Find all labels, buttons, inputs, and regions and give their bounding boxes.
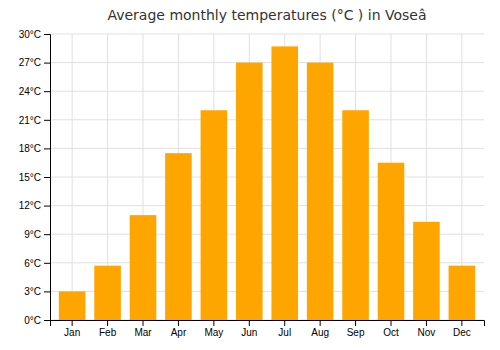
x-tick-mark: [143, 320, 144, 326]
bar: [236, 63, 263, 320]
x-tick-label: Feb: [99, 327, 117, 338]
x-tick-mark: [391, 320, 392, 326]
y-tick: 21°C: [19, 115, 50, 126]
x-tick: Oct: [383, 320, 399, 338]
y-tick: 3°C: [24, 286, 50, 297]
x-tick-mark: [249, 320, 250, 326]
x-tick-mark: [320, 320, 321, 326]
x-tick: Aug: [311, 320, 329, 338]
x-tick-label: Sep: [347, 327, 365, 338]
x-tick-label: Jan: [64, 327, 80, 338]
x-tick: Mar: [134, 320, 152, 338]
x-tick-label: Dec: [453, 327, 471, 338]
x-tick: Sep: [347, 320, 365, 338]
bar: [271, 46, 298, 320]
x-axis: Jan Feb Mar Apr May Jun Jul Aug Sep Oct Nov Dec: [51, 320, 485, 338]
grid-line-y: [50, 177, 484, 178]
y-tick-label: 30°C: [19, 29, 41, 40]
y-tick: 24°C: [19, 86, 50, 97]
bar: [413, 222, 440, 320]
y-tick-mark: [44, 120, 50, 121]
plot-area: [59, 46, 475, 320]
y-tick-label: 12°C: [19, 200, 41, 211]
x-tick-mark: [355, 320, 356, 326]
x-tick: Nov: [418, 320, 436, 338]
y-tick: 0°C: [24, 315, 50, 326]
grid-line-y: [50, 205, 484, 206]
title: Average monthly temperatures (°C ) in Vo…: [107, 7, 426, 23]
y-tick-mark: [44, 263, 50, 264]
y-tick-mark: [44, 63, 50, 64]
y-tick-label: 6°C: [24, 258, 41, 269]
y-tick-mark: [44, 320, 50, 321]
bar: [165, 153, 192, 320]
x-tick: Apr: [171, 320, 187, 338]
y-axis: 0°C 3°C 6°C 9°C 12°C 15°C 18°C 21°C 24°C 27°C 30°C: [19, 29, 51, 326]
x-tick-mark: [178, 320, 179, 326]
x-tick-mark: [426, 320, 427, 326]
y-tick-mark: [44, 206, 50, 207]
y-tick-mark: [44, 34, 50, 35]
bar: [130, 215, 157, 320]
x-tick: Jun: [241, 320, 257, 338]
y-tick: 12°C: [19, 200, 50, 211]
y-tick-mark: [44, 91, 50, 92]
x-tick: Feb: [99, 320, 117, 338]
y-tick: 9°C: [24, 229, 50, 240]
y-tick: 18°C: [19, 143, 50, 154]
y-tick-label: 15°C: [19, 172, 41, 183]
bar: [449, 266, 476, 320]
x-tick-label: Oct: [383, 327, 399, 338]
y-tick-label: 18°C: [19, 143, 41, 154]
x-tick-mark: [107, 320, 108, 326]
y-tick: 15°C: [19, 172, 50, 183]
y-tick-label: 27°C: [19, 57, 41, 68]
y-tick-mark: [44, 148, 50, 149]
y-tick-label: 24°C: [19, 86, 41, 97]
x-axis-line: [51, 321, 485, 327]
x-tick-mark: [72, 320, 73, 326]
x-tick-label: Jun: [241, 327, 257, 338]
x-tick-mark: [461, 320, 462, 326]
y-axis-line: [44, 35, 51, 321]
grid-line-y: [50, 119, 484, 120]
x-tick-label: Aug: [311, 327, 329, 338]
y-tick-mark: [44, 291, 50, 292]
x-tick: Dec: [453, 320, 471, 338]
bar: [342, 110, 369, 320]
x-tick-label: May: [204, 327, 223, 338]
x-tick: Jan: [64, 320, 80, 338]
y-tick-mark: [44, 234, 50, 235]
grid-line-y: [50, 148, 484, 149]
x-tick: Jul: [278, 320, 291, 338]
chart-svg: Jan Feb Mar Apr May Jun Jul Aug Sep Oct Nov Dec 0°C 3…: [0, 0, 500, 350]
grid-line-x: [72, 34, 73, 320]
y-tick-label: 9°C: [24, 229, 41, 240]
bar: [378, 163, 405, 320]
y-tick-mark: [44, 177, 50, 178]
y-tick: 6°C: [24, 258, 50, 269]
grid-line-y: [50, 91, 484, 92]
grid: [50, 34, 484, 320]
x-tick-label: Jul: [278, 327, 291, 338]
bar: [59, 291, 86, 320]
y-tick: 30°C: [19, 29, 50, 40]
y-tick: 27°C: [19, 57, 50, 68]
x-tick: May: [204, 320, 223, 338]
y-tick-label: 21°C: [19, 115, 41, 126]
grid-line-y: [50, 62, 484, 63]
bar: [94, 266, 121, 320]
x-tick-label: Mar: [134, 327, 152, 338]
x-tick-label: Nov: [418, 327, 436, 338]
x-tick-label: Apr: [171, 327, 187, 338]
y-tick-label: 3°C: [24, 286, 41, 297]
x-tick-mark: [284, 320, 285, 326]
bar: [201, 110, 228, 320]
x-tick-mark: [213, 320, 214, 326]
y-tick-label: 0°C: [24, 315, 41, 326]
grid-line-y: [50, 34, 484, 35]
bar: [307, 63, 334, 320]
